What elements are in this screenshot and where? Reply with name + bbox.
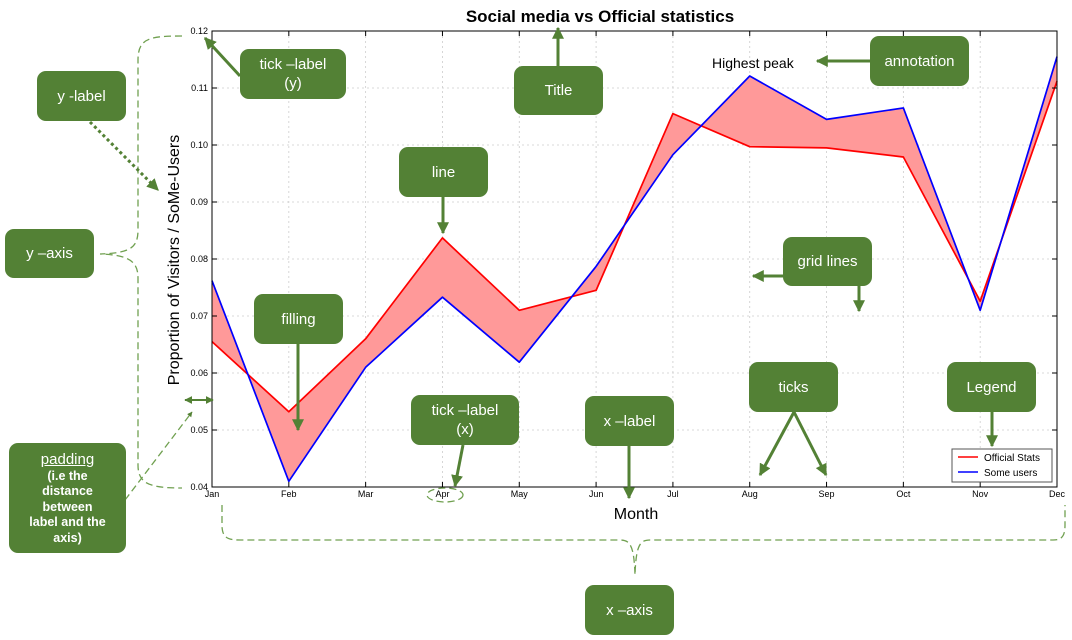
x-tick-label: Jul bbox=[667, 489, 679, 499]
legend-label-some-users: Some users bbox=[984, 468, 1037, 479]
series-line-official-stats bbox=[211, 80, 1058, 413]
y-tick-label: 0.07 bbox=[190, 311, 208, 321]
y-axis-label: Proportion of Visitors / SoMe-Users bbox=[166, 135, 183, 385]
x-tick-label: May bbox=[511, 489, 529, 499]
callout-y-axis: y –axis bbox=[5, 229, 94, 278]
callout-legend: Legend bbox=[947, 362, 1036, 412]
y-tick-label: 0.08 bbox=[190, 254, 208, 264]
tick-label-x-arrow bbox=[451, 444, 465, 488]
x-axis-bracket bbox=[221, 505, 1066, 576]
callout-arrows bbox=[88, 26, 998, 500]
x-tick-label: Mar bbox=[358, 489, 374, 499]
annotation-highest-peak: Highest peak bbox=[712, 55, 795, 71]
series-lines bbox=[211, 56, 1058, 483]
callout-filling: filling bbox=[254, 294, 343, 344]
series-line-some-users bbox=[211, 56, 1058, 483]
x-tick-label-highlight bbox=[426, 487, 464, 503]
callout-x-axis: x –axis bbox=[585, 585, 674, 635]
x-tick-label: Aug bbox=[742, 489, 758, 499]
callout-y-label: y -label bbox=[37, 71, 126, 121]
y-axis-bracket bbox=[99, 35, 183, 489]
x-axis-label: Month bbox=[614, 506, 658, 523]
x-tick-label: Sep bbox=[819, 489, 835, 499]
chart-title: Social media vs Official statistics bbox=[466, 7, 734, 26]
y-tick-label: 0.09 bbox=[190, 197, 208, 207]
callout-ticks: ticks bbox=[749, 362, 838, 412]
x-tick-label: Jan bbox=[205, 489, 220, 499]
tick-label-y-arrow bbox=[203, 36, 242, 78]
x-tick-label: Oct bbox=[896, 489, 911, 499]
ticks-arrow-left bbox=[758, 411, 796, 477]
axis-brackets bbox=[99, 35, 1066, 576]
y-tick-label: 0.11 bbox=[191, 83, 208, 93]
legend: Official Stats Some users bbox=[951, 448, 1053, 483]
x-tick-label: Feb bbox=[281, 489, 297, 499]
y-tick-label: 0.04 bbox=[190, 482, 208, 492]
y-label-arrow bbox=[88, 120, 160, 192]
callout-tick-label-x: tick –label (x) bbox=[411, 395, 519, 445]
callout-x-label: x –label bbox=[585, 396, 674, 446]
y-tick-label: 0.10 bbox=[190, 140, 208, 150]
x-tick-label: Nov bbox=[972, 489, 989, 499]
axis-ticks: 0.04 0.05 0.06 0.07 0.08 0.09 0.10 0.11 0.12 Jan F… bbox=[190, 26, 1065, 499]
y-tick-label: 0.05 bbox=[190, 425, 208, 435]
x-tick-label: Apr bbox=[435, 489, 449, 499]
callout-title: Title bbox=[514, 66, 603, 115]
legend-label-official: Official Stats bbox=[984, 453, 1040, 464]
callout-line: line bbox=[399, 147, 488, 197]
callout-tick-label-y: tick –label (y) bbox=[240, 49, 346, 99]
legend-box bbox=[951, 448, 1053, 483]
y-tick-label: 0.12 bbox=[190, 26, 208, 36]
fill-between-area bbox=[212, 56, 1057, 482]
x-tick-label: Dec bbox=[1049, 489, 1066, 499]
callout-annotation: annotation bbox=[870, 36, 969, 86]
padding-arrow bbox=[124, 411, 193, 501]
ticks-arrow-right bbox=[792, 411, 828, 477]
callout-padding: padding (i.e the distance between label … bbox=[9, 443, 126, 553]
y-tick-label: 0.06 bbox=[190, 368, 208, 378]
x-tick-label: Jun bbox=[589, 489, 604, 499]
callout-grid-lines: grid lines bbox=[783, 237, 872, 286]
fill-between-polygon bbox=[212, 56, 1057, 482]
